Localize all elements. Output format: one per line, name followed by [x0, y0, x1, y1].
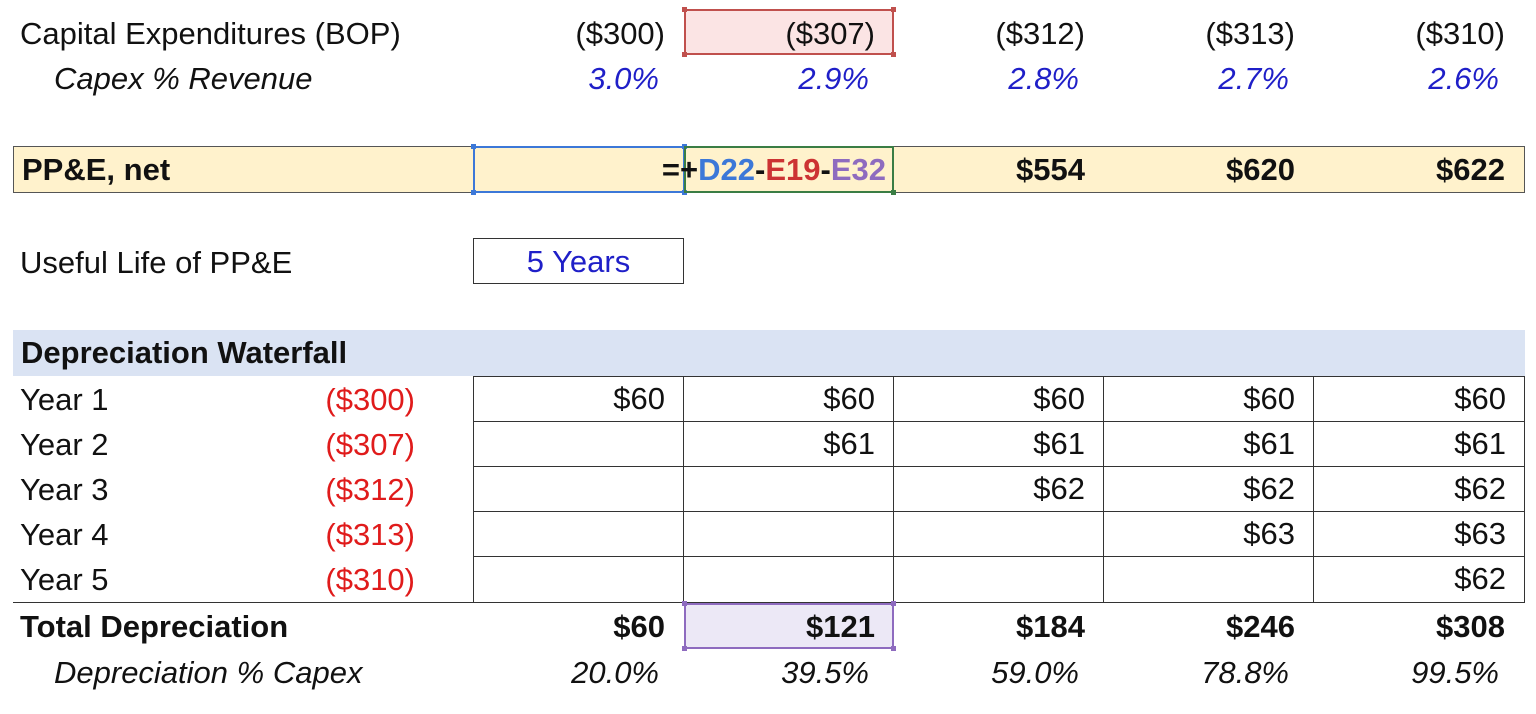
waterfall-cell[interactable]: $63 [1104, 512, 1314, 557]
formula-op: - [820, 152, 831, 187]
waterfall-cell[interactable] [894, 512, 1104, 557]
formula-ref-e19: E19 [765, 152, 821, 187]
capex-label: Capital Expenditures (BOP) [20, 16, 401, 51]
formula-ref-d22: D22 [698, 152, 755, 187]
total-dep-label: Total Depreciation [20, 609, 289, 644]
waterfall-cell[interactable] [474, 467, 684, 512]
waterfall-cell[interactable]: $60 [1314, 377, 1525, 422]
year-label: Year 3 [20, 472, 109, 507]
formula-editor[interactable]: =+D22-E19-E32 [473, 148, 886, 192]
capex-pct-cell-1[interactable]: 3.0% [588, 61, 659, 96]
waterfall-cell[interactable]: $61 [684, 422, 894, 467]
selection-handle[interactable] [891, 7, 896, 12]
waterfall-cell[interactable]: $62 [1104, 467, 1314, 512]
waterfall-cell[interactable] [684, 467, 894, 512]
total-divider [13, 602, 474, 603]
capex-cell-2[interactable]: ($307) [785, 16, 875, 51]
waterfall-cell[interactable] [474, 422, 684, 467]
waterfall-cell[interactable]: $60 [474, 377, 684, 422]
selection-handle[interactable] [471, 144, 476, 149]
formula-op: - [755, 152, 766, 187]
waterfall-title: Depreciation Waterfall [21, 335, 348, 370]
capex-pct-cell-3[interactable]: 2.8% [1008, 61, 1079, 96]
waterfall-cell[interactable] [684, 557, 894, 603]
selection-handle[interactable] [682, 7, 687, 12]
formula-prefix: =+ [661, 152, 699, 187]
waterfall-cell[interactable]: $62 [1314, 467, 1525, 512]
dep-pct-cell-1[interactable]: 20.0% [571, 655, 659, 690]
waterfall-cell[interactable]: $60 [894, 377, 1104, 422]
year-label: Year 5 [20, 562, 109, 597]
dep-pct-cell-4[interactable]: 78.8% [1201, 655, 1289, 690]
year-label: Year 1 [20, 382, 109, 417]
capex-pct-cell-4[interactable]: 2.7% [1218, 61, 1289, 96]
dep-pct-label: Depreciation % Capex [54, 655, 363, 690]
capex-cell-3[interactable]: ($312) [995, 16, 1085, 51]
year-capex: ($312) [325, 472, 415, 507]
waterfall-cell[interactable]: $61 [894, 422, 1104, 467]
waterfall-cell[interactable] [1104, 557, 1314, 603]
waterfall-cell[interactable]: $62 [1314, 557, 1525, 603]
year-capex: ($313) [325, 517, 415, 552]
year-capex: ($310) [325, 562, 415, 597]
total-dep-cell-1[interactable]: $60 [613, 609, 665, 644]
waterfall-cell[interactable]: $60 [684, 377, 894, 422]
capex-cell-2-highlight[interactable] [682, 7, 896, 57]
ref-e32-highlight[interactable] [682, 601, 896, 651]
ppe-label: PP&E, net [22, 152, 171, 187]
capex-pct-label: Capex % Revenue [54, 61, 313, 96]
dep-pct-cell-5[interactable]: 99.5% [1411, 655, 1499, 690]
waterfall-cell[interactable]: $62 [894, 467, 1104, 512]
active-cell-border[interactable] [684, 146, 896, 195]
selection-handle[interactable] [682, 601, 687, 606]
capex-cell-5[interactable]: ($310) [1415, 16, 1505, 51]
capex-cell-4[interactable]: ($313) [1205, 16, 1295, 51]
capex-cell-1[interactable]: ($300) [575, 16, 665, 51]
selection-handle[interactable] [682, 52, 687, 57]
selection-handle[interactable] [891, 52, 896, 57]
total-dep-cell-3[interactable]: $184 [1016, 609, 1085, 644]
year-capex: ($307) [325, 427, 415, 462]
waterfall-cell[interactable] [894, 557, 1104, 603]
ppe-cell-4[interactable]: $620 [1226, 152, 1295, 187]
ppe-cell-3[interactable]: $554 [1016, 152, 1085, 187]
selection-handle[interactable] [471, 190, 476, 195]
ppe-row-band [13, 146, 1525, 193]
useful-life-input[interactable]: 5 Years [473, 238, 684, 284]
dep-pct-cell-2[interactable]: 39.5% [781, 655, 869, 690]
year-capex: ($300) [325, 382, 415, 417]
fill-handle[interactable] [891, 190, 896, 195]
waterfall-grid [473, 376, 1525, 603]
selection-handle[interactable] [891, 601, 896, 606]
waterfall-cell[interactable]: $63 [1314, 512, 1525, 557]
waterfall-cell[interactable] [474, 512, 684, 557]
capex-pct-cell-5[interactable]: 2.6% [1428, 61, 1499, 96]
waterfall-cell[interactable]: $61 [1314, 422, 1525, 467]
formula-ref-e32: E32 [830, 152, 886, 187]
useful-life-label: Useful Life of PP&E [20, 245, 293, 280]
waterfall-cell[interactable] [684, 512, 894, 557]
ppe-cell-5[interactable]: $622 [1436, 152, 1505, 187]
total-dep-cell-2[interactable]: $121 [806, 609, 875, 644]
total-dep-cell-5[interactable]: $308 [1436, 609, 1505, 644]
selection-handle[interactable] [891, 646, 896, 651]
useful-life-value: 5 Years [526, 244, 631, 279]
waterfall-header-band [13, 330, 1525, 376]
waterfall-cell[interactable]: $61 [1104, 422, 1314, 467]
capex-pct-cell-2[interactable]: 2.9% [798, 61, 869, 96]
total-dep-cell-4[interactable]: $246 [1226, 609, 1295, 644]
waterfall-cell[interactable] [474, 557, 684, 603]
dep-pct-cell-3[interactable]: 59.0% [991, 655, 1079, 690]
year-label: Year 2 [20, 427, 109, 462]
year-label: Year 4 [20, 517, 109, 552]
waterfall-cell[interactable]: $60 [1104, 377, 1314, 422]
selection-handle[interactable] [682, 646, 687, 651]
